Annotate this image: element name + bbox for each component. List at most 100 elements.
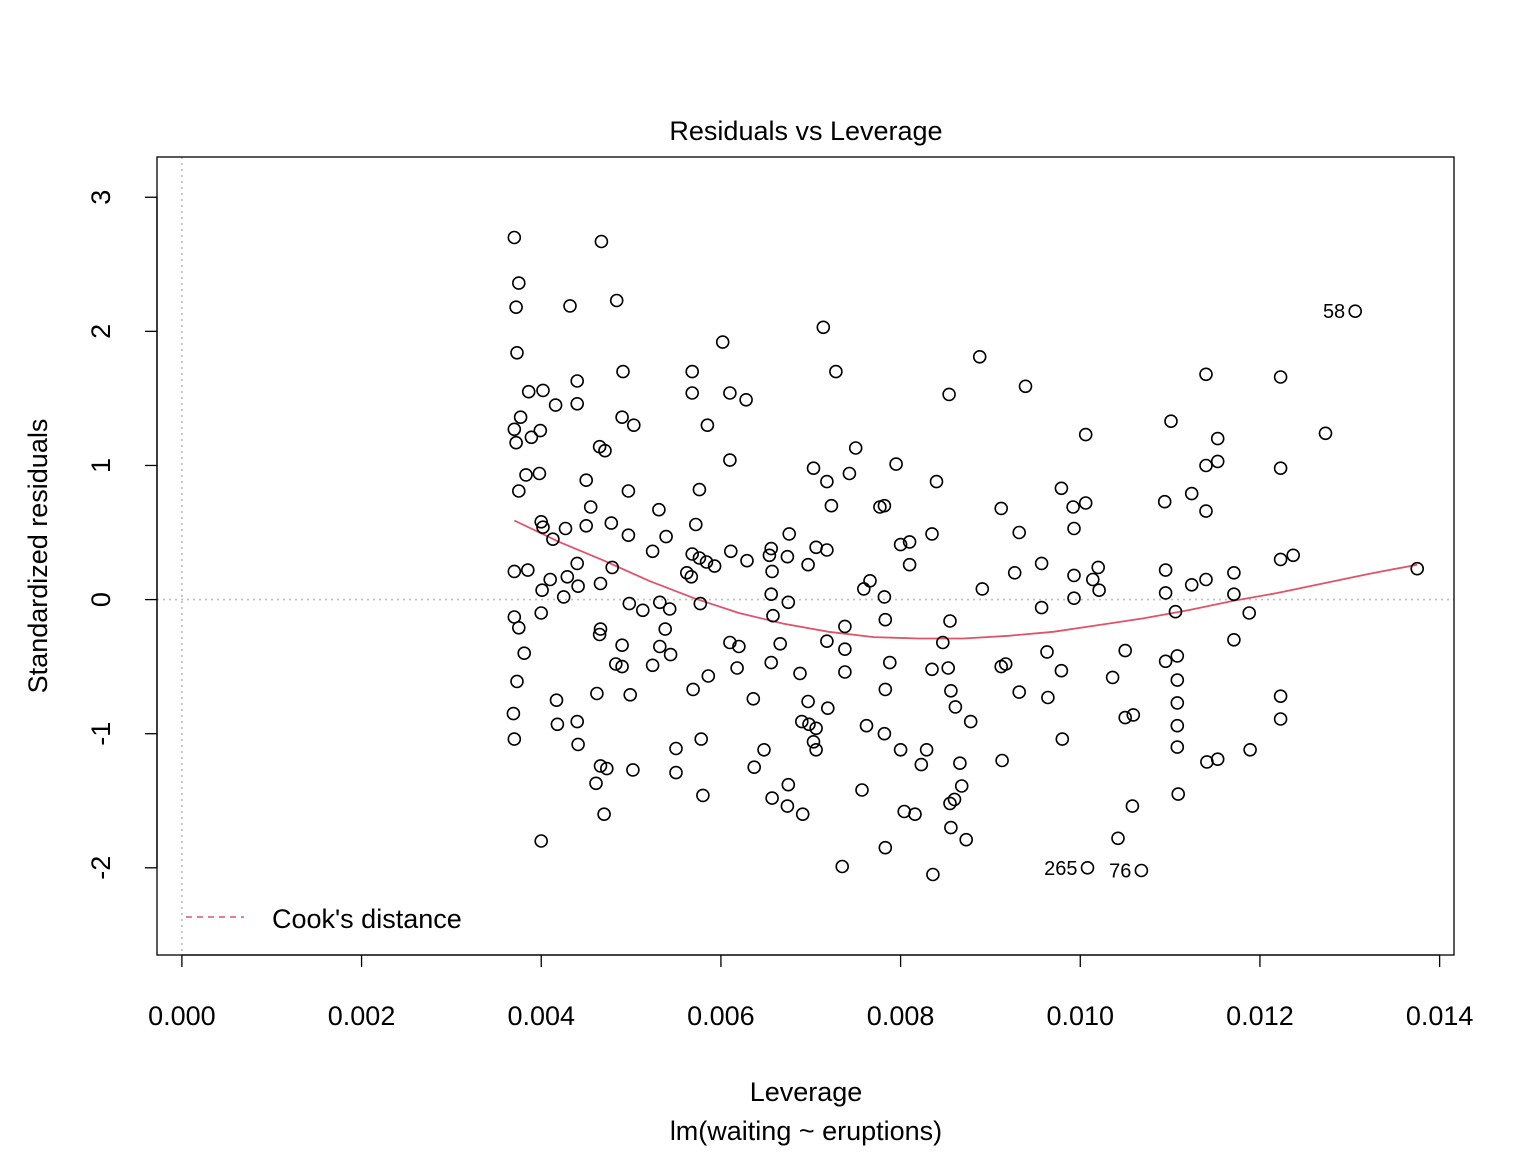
data-point — [746, 691, 761, 706]
data-point — [598, 443, 612, 458]
data-point — [685, 364, 700, 379]
data-point — [700, 418, 715, 433]
data-point — [583, 500, 598, 514]
data-point — [659, 529, 673, 544]
data-point — [635, 603, 650, 618]
data-point — [835, 859, 850, 874]
data-point — [1078, 496, 1093, 510]
data-point — [782, 527, 797, 541]
data-point — [1158, 654, 1173, 669]
data-point — [593, 622, 608, 636]
x-tick-label: 0.002 — [328, 1001, 396, 1031]
data-point — [1243, 742, 1257, 757]
data-point — [535, 583, 549, 598]
data-point — [707, 559, 722, 573]
data-point — [570, 374, 585, 388]
y-tick-label: 0 — [86, 592, 116, 607]
data-point — [795, 807, 810, 822]
data-point — [942, 387, 956, 402]
data-point — [621, 484, 636, 498]
data-point — [509, 300, 523, 315]
data-point — [548, 398, 563, 412]
data-point — [914, 757, 929, 772]
data-point — [780, 799, 795, 813]
data-point — [507, 422, 522, 437]
data-point — [579, 473, 594, 488]
data-point — [701, 669, 716, 683]
legend: Cook's distance — [186, 904, 462, 934]
data-point — [925, 662, 939, 677]
data-point — [781, 777, 796, 792]
data-point — [877, 498, 892, 513]
data-point — [765, 791, 779, 805]
data-point — [532, 466, 547, 481]
data-point — [820, 634, 834, 649]
data-point — [1273, 370, 1288, 384]
data-point — [1054, 663, 1069, 678]
data-point — [944, 683, 958, 698]
data-point — [806, 734, 821, 749]
data-point — [1170, 718, 1185, 733]
data-point — [1199, 458, 1213, 473]
point-label: 76 — [1109, 861, 1131, 883]
data-point — [766, 608, 780, 623]
data-point — [519, 468, 533, 482]
data-point — [1286, 548, 1300, 563]
data-point — [1410, 561, 1424, 576]
data-point — [669, 741, 683, 756]
data-point — [829, 364, 843, 379]
data-point — [599, 761, 614, 776]
data-point — [1134, 863, 1149, 878]
data-point — [560, 569, 575, 584]
data-point — [593, 576, 608, 591]
data-point — [688, 517, 703, 532]
data-point — [1092, 583, 1106, 598]
data-point — [571, 737, 585, 752]
legend-label-cooks-distance: Cook's distance — [272, 904, 462, 934]
x-tick-label: 0.008 — [867, 1001, 935, 1031]
data-point — [520, 563, 535, 577]
data-point — [757, 742, 771, 757]
data-point — [1318, 426, 1333, 441]
point-label-layer: 58 265 76 — [1044, 301, 1345, 882]
x-tick-label: 0.012 — [1226, 1001, 1294, 1031]
data-point — [1199, 572, 1213, 587]
data-point — [534, 834, 549, 848]
data-point — [1273, 689, 1288, 704]
data-point — [926, 867, 940, 882]
data-point — [1273, 712, 1288, 726]
data-point — [510, 345, 524, 360]
data-point — [652, 502, 666, 517]
data-point — [1168, 604, 1183, 619]
data-point — [615, 659, 629, 674]
data-point — [816, 320, 831, 335]
data-point — [1034, 600, 1049, 615]
data-point — [1210, 431, 1225, 446]
data-point — [534, 606, 549, 620]
data-point — [740, 553, 754, 568]
y-tick-label: 2 — [86, 324, 116, 339]
data-point — [944, 820, 958, 835]
data-point — [1199, 367, 1213, 382]
x-tick-label: 0.006 — [687, 1001, 755, 1031]
x-axis-label: Leverage — [750, 1077, 863, 1107]
data-point — [715, 335, 730, 349]
data-point — [1157, 494, 1172, 509]
data-point — [824, 498, 839, 513]
data-point — [513, 410, 528, 425]
data-point — [1118, 643, 1132, 658]
data-point — [801, 694, 815, 709]
data-point — [723, 453, 737, 467]
data-point — [820, 543, 834, 557]
data-point — [1273, 552, 1288, 567]
data-point — [902, 557, 917, 572]
data-point — [935, 635, 950, 650]
data-point — [570, 396, 585, 411]
data-point — [622, 596, 637, 611]
data-point — [605, 560, 620, 575]
data-point — [838, 619, 852, 634]
data-point — [1227, 632, 1241, 647]
data-point — [1210, 454, 1225, 469]
data-point — [507, 230, 522, 245]
data-point — [943, 796, 957, 811]
